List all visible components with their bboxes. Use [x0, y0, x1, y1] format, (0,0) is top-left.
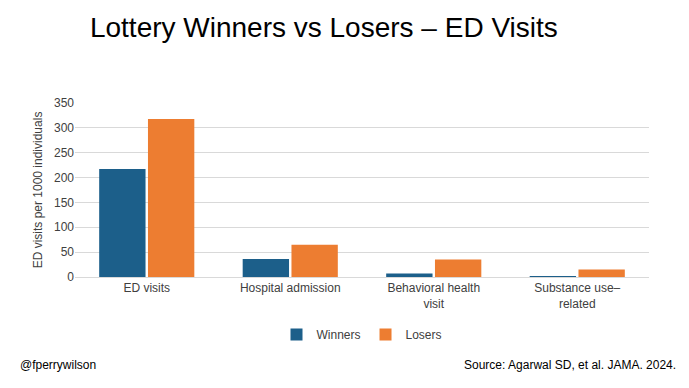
svg-text:50: 50: [61, 245, 75, 259]
svg-text:Winners: Winners: [317, 328, 361, 342]
svg-text:ED visits per 1000 individuals: ED visits per 1000 individuals: [31, 112, 45, 269]
svg-text:Lottery Winners vs Losers – ED: Lottery Winners vs Losers – ED Visits: [90, 12, 558, 43]
svg-text:0: 0: [67, 270, 74, 284]
svg-text:Hospital admission: Hospital admission: [240, 281, 341, 295]
svg-text:100: 100: [54, 220, 74, 234]
svg-text:150: 150: [54, 196, 74, 210]
svg-text:350: 350: [54, 96, 74, 110]
svg-text:300: 300: [54, 121, 74, 135]
svg-text:Substance use–related: Substance use–related: [534, 281, 620, 311]
svg-text:@fperrywilson: @fperrywilson: [20, 358, 96, 372]
svg-text:200: 200: [54, 171, 74, 185]
svg-text:Losers: Losers: [406, 328, 442, 342]
svg-text:Source: Agarwal SD, et al. JAM: Source: Agarwal SD, et al. JAMA. 2024.: [464, 358, 676, 372]
svg-text:ED visits: ED visits: [123, 281, 170, 295]
svg-text:Behavioral healthvisit: Behavioral healthvisit: [387, 281, 480, 311]
svg-text:250: 250: [54, 146, 74, 160]
